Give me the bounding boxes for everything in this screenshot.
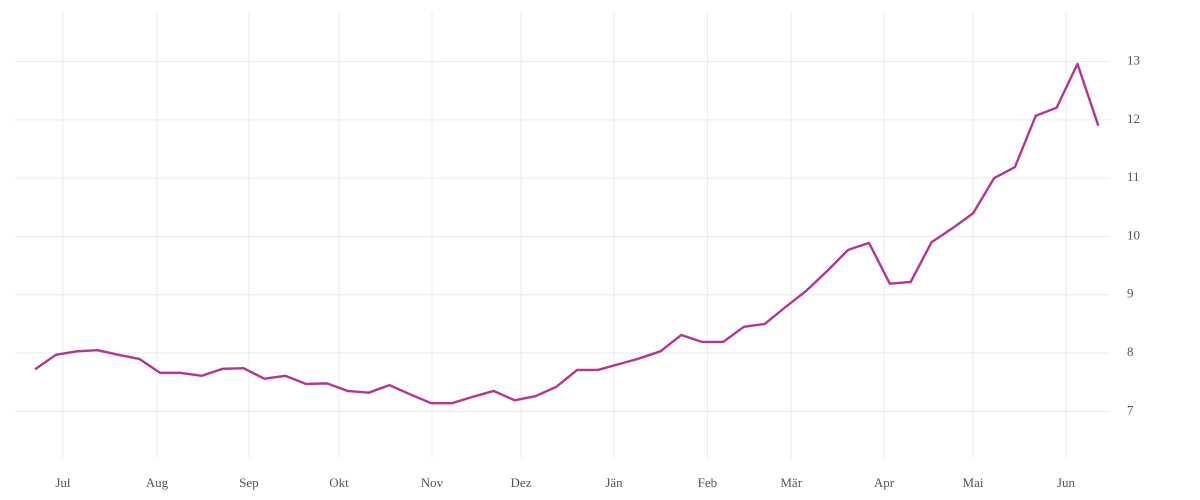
y-tick-label: 11 [1127,169,1140,184]
x-tick-label: Jun [1057,475,1076,490]
x-tick-label: Apr [874,475,895,490]
x-tick-label: Jän [605,475,623,490]
x-tick-label: Mär [780,475,802,490]
x-tick-label: Dez [511,475,532,490]
x-tick-label: Okt [329,475,349,490]
x-tick-label: Nov [421,475,444,490]
y-tick-label: 9 [1127,286,1134,301]
data-line [34,62,1100,405]
x-tick-label: Mai [963,475,984,490]
y-tick-label: 12 [1127,111,1140,126]
y-tick-label: 8 [1127,344,1134,359]
y-tick-label: 7 [1127,402,1134,417]
y-tick-label: 13 [1127,53,1140,68]
x-tick-label: Feb [698,475,718,490]
y-tick-label: 10 [1127,227,1140,242]
x-tick-label: Sep [239,475,259,490]
x-tick-label: Aug [146,475,169,490]
x-tick-label: Jul [55,475,71,490]
